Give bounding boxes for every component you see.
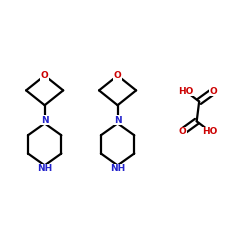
Text: O: O xyxy=(210,87,218,96)
Text: NH: NH xyxy=(37,164,52,173)
Text: HO: HO xyxy=(202,127,218,136)
Text: N: N xyxy=(41,116,48,124)
Text: O: O xyxy=(114,71,122,80)
Text: N: N xyxy=(114,116,122,124)
Text: O: O xyxy=(41,71,48,80)
Text: HO: HO xyxy=(178,87,193,96)
Text: NH: NH xyxy=(110,164,125,173)
Text: O: O xyxy=(178,127,186,136)
